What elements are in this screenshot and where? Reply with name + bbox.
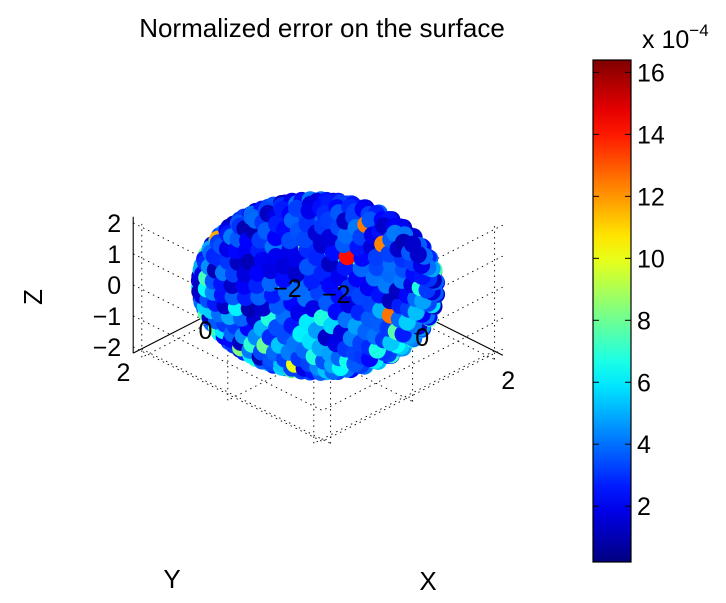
colorbar-tick-label: 16 bbox=[637, 59, 665, 87]
grid-line bbox=[322, 317, 504, 411]
y-tick-label: 2 bbox=[116, 359, 130, 387]
colorbar-tick-label: 12 bbox=[637, 183, 665, 211]
z-tick-label: −1 bbox=[93, 303, 122, 331]
data-point bbox=[409, 245, 427, 264]
grid-line bbox=[141, 348, 331, 444]
x-tick-label: 0 bbox=[415, 324, 429, 352]
x-tick-label: 2 bbox=[501, 367, 515, 395]
y-tick-label: 0 bbox=[198, 317, 212, 345]
grid-line bbox=[313, 350, 495, 444]
z-tick-label: 2 bbox=[107, 210, 121, 238]
z-tick-label: 0 bbox=[107, 272, 121, 300]
grid-line bbox=[322, 255, 504, 349]
colorbar-gradient bbox=[592, 59, 632, 563]
grid-line bbox=[322, 286, 504, 380]
grid-line bbox=[322, 224, 504, 318]
z-tick-label: −2 bbox=[93, 334, 122, 362]
grid-line bbox=[132, 315, 323, 411]
z-tick-label: 1 bbox=[107, 241, 121, 269]
colorbar-tick-label: 6 bbox=[637, 369, 651, 397]
x-tick-label: −2 bbox=[322, 281, 351, 309]
colorbar-tick-label: 14 bbox=[637, 121, 665, 149]
colorbar-exponent: −4 bbox=[689, 21, 708, 40]
data-point bbox=[361, 211, 379, 229]
colorbar-tick-label: 8 bbox=[637, 307, 651, 335]
y-axis-label: Y bbox=[163, 564, 180, 594]
colorbar-tick-label: 4 bbox=[637, 431, 651, 459]
x-axis-label: X bbox=[419, 566, 436, 596]
z-axis-label: Z bbox=[18, 289, 48, 305]
colorbar-tick-label: 2 bbox=[637, 493, 651, 521]
colorbar: 2 4 6 8 10 12 14 16 bbox=[592, 59, 665, 563]
data-point bbox=[262, 261, 280, 280]
data-points bbox=[190, 191, 446, 381]
grid-line bbox=[322, 348, 504, 442]
chart-title: Normalized error on the surface bbox=[139, 13, 505, 43]
data-point bbox=[261, 274, 279, 292]
y-tick-label: −2 bbox=[273, 275, 302, 303]
colorbar-multiplier: x 10−4 bbox=[642, 21, 709, 54]
colorbar-tick-label: 10 bbox=[637, 245, 665, 273]
